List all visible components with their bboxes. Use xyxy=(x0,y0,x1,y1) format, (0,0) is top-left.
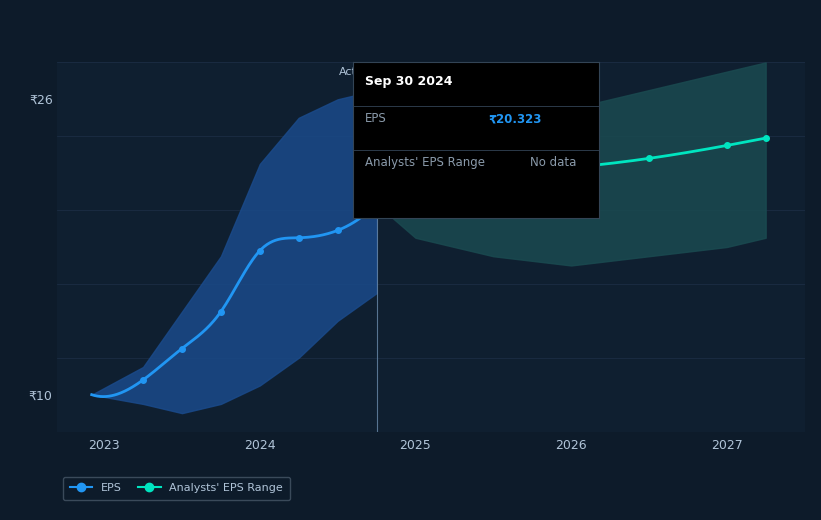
Legend: EPS, Analysts' EPS Range: EPS, Analysts' EPS Range xyxy=(63,476,290,500)
Text: Analysts Forecasts: Analysts Forecasts xyxy=(379,67,484,77)
Text: Analysts' EPS Range: Analysts' EPS Range xyxy=(365,156,485,169)
Text: No data: No data xyxy=(530,156,576,169)
Text: Sep 30 2024: Sep 30 2024 xyxy=(365,75,453,88)
Text: Actual: Actual xyxy=(338,67,374,77)
Text: EPS: EPS xyxy=(365,112,387,125)
Text: ₹20.323: ₹20.323 xyxy=(488,112,542,125)
